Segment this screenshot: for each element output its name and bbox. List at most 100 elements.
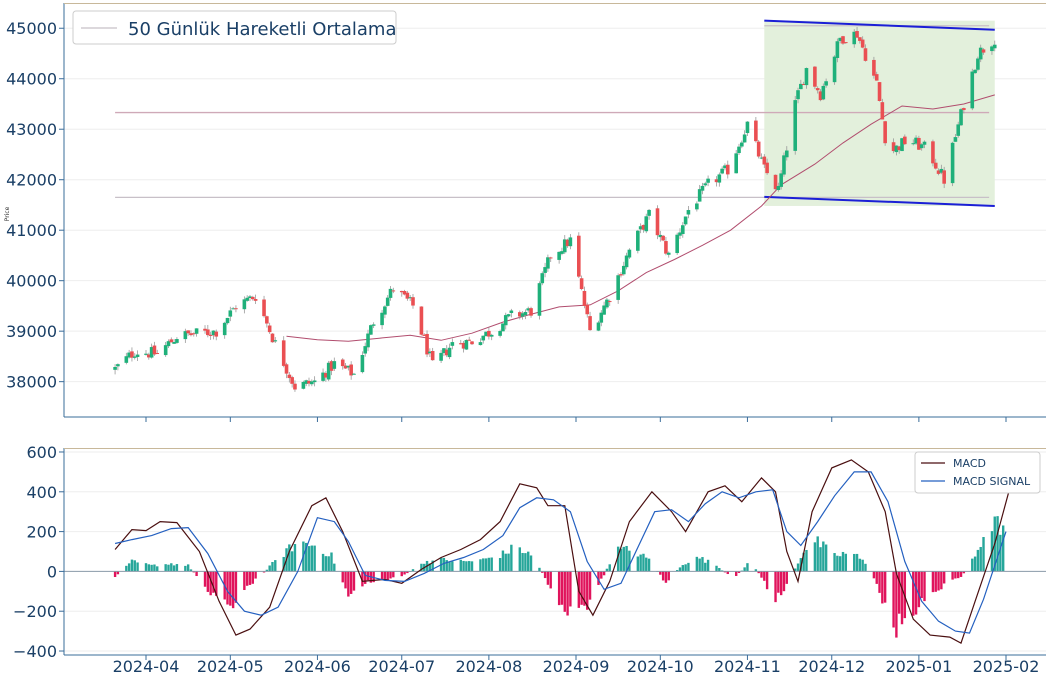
candle-up	[506, 314, 511, 317]
candle-up	[970, 71, 975, 109]
trend-channel-lines	[764, 19, 995, 207]
candle-down	[891, 142, 896, 152]
candle-down	[405, 292, 410, 299]
candle-up	[346, 365, 351, 368]
candle-up	[481, 335, 486, 341]
histogram-bar-negative	[583, 571, 586, 606]
candle-up	[919, 144, 924, 149]
histogram-bar-positive	[470, 561, 474, 572]
histogram-bar-negative	[659, 571, 662, 575]
macd-plot-area	[64, 448, 1046, 655]
histogram-bar-negative	[347, 571, 350, 597]
candle-down	[329, 361, 334, 371]
candle-down	[399, 290, 404, 293]
candle-up	[225, 317, 230, 324]
price-ytick-label: 42000	[6, 171, 57, 190]
price-y-ticks: 38000 39000 40000 41000 42000 43000 44000 45000	[6, 19, 64, 392]
candle-up	[498, 331, 502, 336]
histogram-bar-positive	[715, 565, 718, 572]
macd-ytick-label: −400	[13, 642, 57, 661]
candle-down	[155, 353, 160, 355]
histogram-bar-positive	[647, 558, 651, 572]
candle-down	[754, 120, 758, 142]
histogram-bar-positive	[616, 546, 620, 572]
candle-up	[352, 373, 356, 375]
histogram-bar-positive	[529, 555, 533, 572]
candle-down	[267, 325, 272, 333]
xtick-label: 2024-04	[113, 657, 180, 676]
histogram-bar-negative	[248, 571, 252, 585]
histogram-bar-positive	[802, 552, 805, 572]
candle-down	[903, 136, 907, 145]
candle-down	[855, 31, 859, 38]
candle-up	[922, 141, 927, 145]
legend-label: 50 Günlük Hareketli Ortalama	[128, 19, 396, 40]
histogram-bar-positive	[619, 548, 623, 572]
candle-up	[172, 342, 176, 344]
candle-down	[917, 137, 921, 150]
candle-down	[467, 339, 472, 341]
candle-up	[678, 232, 682, 236]
histogram-bar-negative	[251, 571, 254, 584]
candle-up	[228, 310, 233, 317]
candle-down	[962, 108, 966, 111]
candle-down	[981, 49, 986, 53]
histogram-bar-positive	[428, 563, 432, 572]
histogram-bar-positive	[794, 568, 797, 572]
histogram-bar-positive	[853, 553, 856, 572]
histogram-bar-negative	[116, 571, 120, 575]
histogram-bar-positive	[265, 569, 269, 572]
candle-down	[461, 342, 466, 349]
histogram-bar-positive	[186, 564, 190, 572]
histogram-bar-positive	[678, 567, 682, 572]
histogram-bar-positive	[816, 536, 819, 572]
histogram-bar-positive	[538, 567, 541, 572]
histogram-bar-positive	[813, 542, 817, 572]
candle-down	[281, 340, 286, 366]
histogram-bar-negative	[234, 571, 238, 603]
candle-up	[666, 252, 671, 255]
candle-up	[782, 155, 786, 175]
histogram-bar-positive	[150, 564, 153, 572]
candle-up	[683, 216, 688, 225]
histogram-bar-negative	[962, 571, 966, 574]
candle-up	[546, 257, 550, 269]
candle-up	[824, 81, 828, 86]
candle-down	[877, 82, 882, 101]
candle-up	[568, 237, 573, 247]
histogram-bar-positive	[459, 559, 462, 572]
macd-x-ticks: 2024-04 2024-05 2024-06 2024-07 2024-08 2024-…	[113, 655, 1039, 676]
histogram-bar-negative	[954, 571, 957, 579]
histogram-bar-positive	[698, 558, 701, 572]
candle-down	[284, 364, 289, 374]
histogram-bar-negative	[341, 571, 344, 583]
candle-up	[183, 331, 188, 340]
candle-down	[577, 235, 581, 277]
histogram-bar-positive	[167, 564, 170, 572]
price-ytick-label: 38000	[6, 373, 57, 392]
histogram-bar-positive	[796, 563, 800, 572]
histogram-bar-positive	[999, 534, 1002, 572]
histogram-bar-negative	[763, 571, 766, 581]
price-ytick-label: 43000	[6, 120, 57, 139]
histogram-bar-positive	[706, 559, 710, 572]
histogram-bar-negative	[580, 571, 583, 605]
candle-up	[450, 342, 455, 346]
candle-down	[430, 351, 435, 361]
histogram-bar-positive	[979, 546, 982, 572]
histogram-bar-negative	[917, 571, 921, 608]
candle-up	[723, 165, 727, 169]
histogram-bar-negative	[203, 571, 207, 587]
candle-up	[596, 322, 601, 331]
candle-down	[203, 328, 207, 331]
histogram-bar-negative	[586, 571, 589, 610]
histogram-bar-positive	[524, 553, 527, 572]
histogram-bar-negative	[403, 571, 406, 575]
candle-down	[307, 380, 311, 384]
candle-up	[636, 230, 640, 251]
candle-up	[132, 356, 137, 358]
histogram-bar-negative	[667, 571, 670, 581]
candle-up	[163, 345, 168, 356]
histogram-bar-positive	[718, 568, 721, 572]
histogram-bar-negative	[737, 571, 741, 573]
